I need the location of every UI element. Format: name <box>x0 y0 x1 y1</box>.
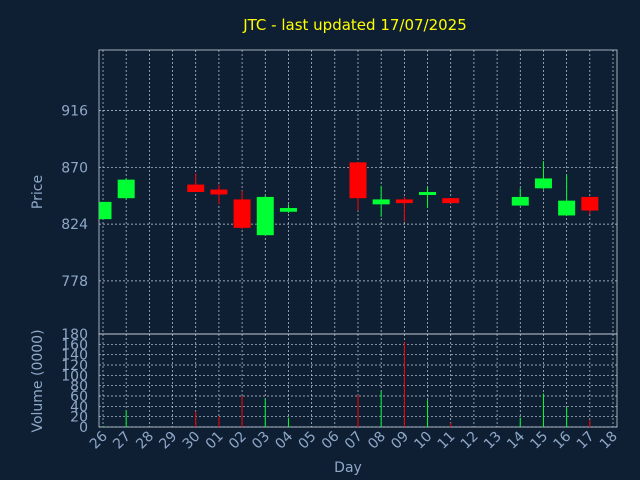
x-tick-label: 26 <box>87 428 111 452</box>
candle-body <box>419 192 437 195</box>
candle-body <box>256 196 274 236</box>
x-axis-ticks: 26 27 28 29 30 01 02 03 04 05 06 07 08 09 10 11 12 13 14 15… <box>87 428 621 452</box>
x-tick-label: 16 <box>551 428 575 452</box>
candle-body <box>349 162 367 199</box>
volume-tick-label: 40 <box>70 399 88 415</box>
candle-body <box>99 201 112 220</box>
candle-body <box>511 196 529 206</box>
volume-tick-label: 180 <box>61 327 88 343</box>
x-tick-label: 13 <box>481 429 505 453</box>
candle-body <box>395 199 413 204</box>
x-tick-label: 17 <box>574 429 598 453</box>
x-tick-label: 28 <box>133 429 157 453</box>
candle-body <box>210 189 228 195</box>
price-tick-label: 916 <box>61 104 88 120</box>
x-tick-label: 15 <box>527 429 551 453</box>
candle-body <box>279 208 297 212</box>
x-tick-label: 02 <box>226 429 250 453</box>
candle-body <box>558 200 576 216</box>
price-tick-label: 824 <box>61 217 88 233</box>
candle-body <box>581 196 599 211</box>
volume-tick-label: 60 <box>70 389 88 405</box>
price-axis-ticks: 778 824 870 916 <box>61 104 88 290</box>
price-candles <box>99 161 599 236</box>
x-tick-label: 05 <box>296 429 320 453</box>
volume-bars <box>102 341 591 427</box>
x-tick-label: 30 <box>180 429 204 453</box>
volume-tick-label: 140 <box>61 348 88 364</box>
x-tick-label: 29 <box>156 429 180 453</box>
x-tick-label: 27 <box>110 429 134 453</box>
x-tick-label: 07 <box>342 429 366 453</box>
price-tick-label: 778 <box>61 274 88 290</box>
price-axis-label: Price <box>30 175 46 209</box>
candle-body <box>117 179 135 199</box>
volume-axis-label: Volume (0000) <box>30 329 46 432</box>
x-tick-label: 03 <box>249 429 273 453</box>
volume-tick-label: 100 <box>61 368 88 384</box>
volume-tick-label: 0 <box>79 420 88 436</box>
candle-body <box>372 199 390 205</box>
x-tick-label: 10 <box>411 429 435 453</box>
x-tick-label: 11 <box>435 429 459 453</box>
volume-tick-label: 120 <box>61 358 88 374</box>
candle-body <box>442 198 460 204</box>
x-tick-label: 06 <box>319 428 343 452</box>
volume-tick-label: 160 <box>61 337 88 353</box>
volume-tick-label: 20 <box>70 410 88 426</box>
x-tick-label: 09 <box>388 429 412 453</box>
candle-body <box>534 178 552 189</box>
price-tick-label: 870 <box>61 160 88 176</box>
volume-tick-label: 80 <box>70 379 88 395</box>
candle-body <box>233 199 251 228</box>
x-tick-label: 04 <box>272 428 296 452</box>
x-tick-label: 12 <box>458 429 482 453</box>
x-tick-label: 18 <box>597 429 621 453</box>
x-tick-label: 01 <box>203 429 227 453</box>
x-axis-label: Day <box>334 460 362 476</box>
candle-body <box>187 184 205 192</box>
chart-title: JTC - last updated 17/07/2025 <box>242 16 467 34</box>
x-tick-label: 08 <box>365 429 389 453</box>
x-tick-label: 14 <box>504 428 528 452</box>
